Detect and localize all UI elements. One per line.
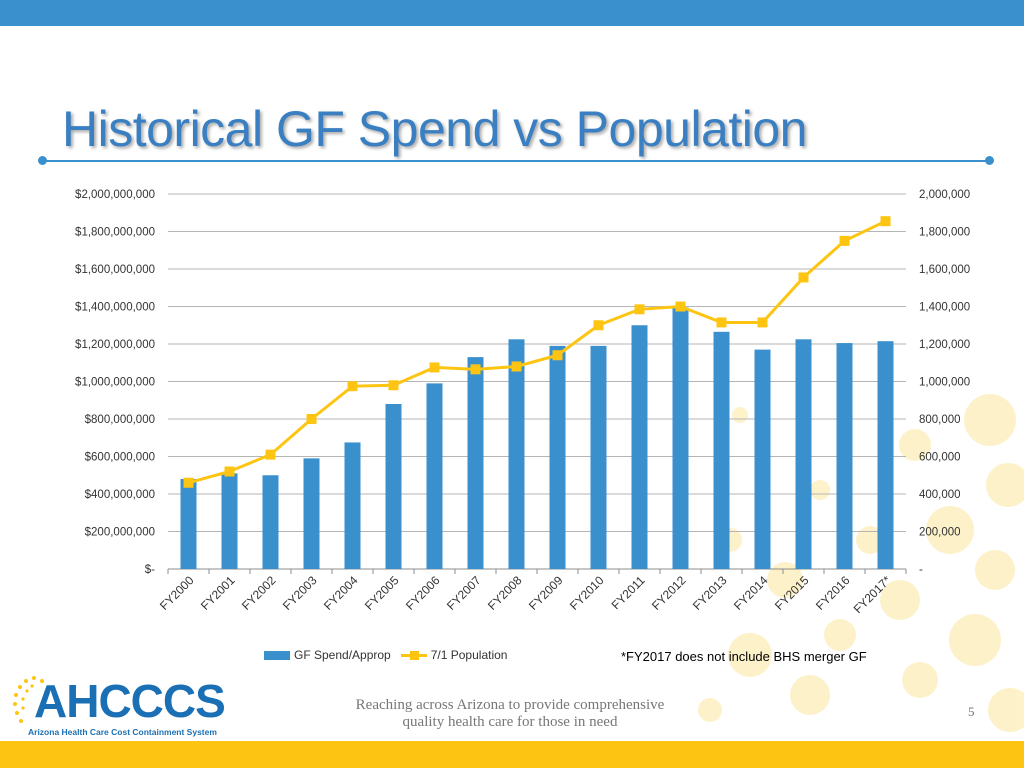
y-right-tick-label: 600,000 xyxy=(919,452,961,464)
x-tick-label: FY2002 xyxy=(239,573,279,613)
footer-tagline: Reaching across Arizona to provide compr… xyxy=(320,697,700,731)
y-right-tick-label: 1,800,000 xyxy=(919,227,970,239)
y-left-tick-label: $2,000,000,000 xyxy=(75,189,155,201)
point-population xyxy=(511,361,522,372)
bar-gf-spend xyxy=(385,404,402,569)
point-population xyxy=(224,466,235,477)
x-tick-label: FY2001 xyxy=(198,573,238,613)
logo-subtitle: Arizona Health Care Cost Containment Sys… xyxy=(28,727,217,737)
point-population xyxy=(675,301,686,312)
decorative-sun-dots xyxy=(698,394,1024,732)
bar-gf-spend xyxy=(344,442,361,569)
x-tick-label: FY2017* xyxy=(851,573,894,616)
title-underline-left-dot xyxy=(38,156,47,165)
point-population xyxy=(265,449,276,460)
bar-gf-spend xyxy=(221,473,238,569)
y-right-tick-label: - xyxy=(919,564,923,576)
page-number: 5 xyxy=(968,704,975,719)
point-population xyxy=(347,381,358,392)
bar-gf-spend xyxy=(713,331,730,569)
y-right-tick-label: 400,000 xyxy=(919,489,961,501)
x-tick-label: FY2008 xyxy=(485,573,525,613)
y-right-tick-label: 1,600,000 xyxy=(919,264,970,276)
title-underline xyxy=(43,160,989,162)
slide-title: Historical GF Spend vs Population xyxy=(62,101,807,157)
point-population xyxy=(880,216,891,227)
bar-gf-spend xyxy=(795,339,812,569)
x-tick-label: FY2003 xyxy=(280,573,320,613)
legend-label-gf-spend: GF Spend/Approp xyxy=(294,648,391,662)
y-left-tick-label: $600,000,000 xyxy=(85,452,155,464)
footer-tagline-line1: Reaching across Arizona to provide compr… xyxy=(355,697,665,713)
x-tick-label: FY2015 xyxy=(772,573,812,613)
point-population xyxy=(593,320,604,331)
bar-gf-spend xyxy=(631,325,648,569)
x-tick-label: FY2000 xyxy=(157,573,197,613)
y-left-tick-label: $1,400,000,000 xyxy=(75,302,155,314)
top-accent-bar xyxy=(0,0,1024,26)
logo-wordmark: AHCCCS xyxy=(34,675,226,727)
bar-gf-spend xyxy=(467,357,484,569)
point-population xyxy=(183,477,194,488)
bottom-accent-bar xyxy=(0,741,1024,768)
point-population xyxy=(552,350,563,361)
y-left-tick-label: $1,000,000,000 xyxy=(75,377,155,389)
bar-gf-spend xyxy=(262,475,279,569)
x-tick-label: FY2006 xyxy=(403,573,443,613)
y-left-tick-label: $1,600,000,000 xyxy=(75,264,155,276)
point-population xyxy=(839,235,850,246)
y-right-tick-label: 1,200,000 xyxy=(919,339,970,351)
bar-gf-spend xyxy=(672,307,689,569)
x-tick-label: FY2011 xyxy=(609,573,648,612)
point-population xyxy=(388,380,399,391)
bar-gf-spend xyxy=(180,479,197,569)
point-population xyxy=(306,414,317,424)
x-tick-label: FY2014 xyxy=(731,573,771,613)
bar-gf-spend xyxy=(549,345,566,569)
ahcccs-logo: AHCCCS Arizona Health Care Cost Containm… xyxy=(10,674,246,740)
line-population xyxy=(188,219,887,485)
y-left-tick-label: $- xyxy=(145,564,155,576)
bar-gf-spend xyxy=(426,383,443,569)
x-tick-label: FY2009 xyxy=(526,573,566,613)
y-left-tick-label: $1,200,000,000 xyxy=(75,339,155,351)
bar-gf-spend xyxy=(877,341,894,569)
bar-gf-spend xyxy=(508,339,525,569)
y-right-tick-label: 1,400,000 xyxy=(919,302,970,314)
y-left-tick-label: $1,800,000,000 xyxy=(75,227,155,239)
title-underline-right-dot xyxy=(985,156,994,165)
x-tick-label: FY2013 xyxy=(690,573,730,613)
point-population xyxy=(716,317,727,328)
y-left-tick-label: $400,000,000 xyxy=(85,489,155,501)
bar-gf-spend xyxy=(754,349,771,569)
legend-label-population: 7/1 Population xyxy=(430,648,508,662)
legend-swatch-population xyxy=(400,650,427,660)
x-tick-label: FY2010 xyxy=(567,573,607,613)
y-right-tick-label: 1,000,000 xyxy=(919,377,970,389)
y-right-tick-label: 2,000,000 xyxy=(919,189,970,201)
point-population xyxy=(429,362,440,373)
x-tick-label: FY2016 xyxy=(813,573,853,613)
logo-sunburst-icon xyxy=(13,676,44,723)
legend-swatch-gf-spend xyxy=(264,650,290,660)
chart-legend: GF Spend/Approp 7/1 Population xyxy=(264,647,507,663)
point-population xyxy=(757,317,768,328)
point-population xyxy=(470,364,481,375)
x-tick-label: FY2012 xyxy=(649,573,689,613)
x-tick-label: FY2004 xyxy=(321,573,361,613)
y-left-tick-label: $800,000,000 xyxy=(85,414,155,426)
y-left-tick-label: $200,000,000 xyxy=(85,527,155,539)
point-population xyxy=(798,272,809,283)
footer-tagline-line2: quality health care for those in need xyxy=(402,714,618,730)
bar-gf-spend xyxy=(590,345,607,569)
bar-gf-spend xyxy=(836,343,853,569)
y-right-tick-label: 200,000 xyxy=(919,527,961,539)
bar-gf-spend xyxy=(303,458,320,569)
combo-chart: $- - $200,000,000 200,000 $400,000,000 400,00… xyxy=(75,189,970,616)
x-tick-label: FY2007 xyxy=(444,573,484,613)
x-tick-label: FY2005 xyxy=(362,573,402,613)
footnote: *FY2017 does not include BHS merger GF xyxy=(621,649,867,664)
point-population xyxy=(634,304,645,315)
y-right-tick-label: 800,000 xyxy=(919,414,961,426)
